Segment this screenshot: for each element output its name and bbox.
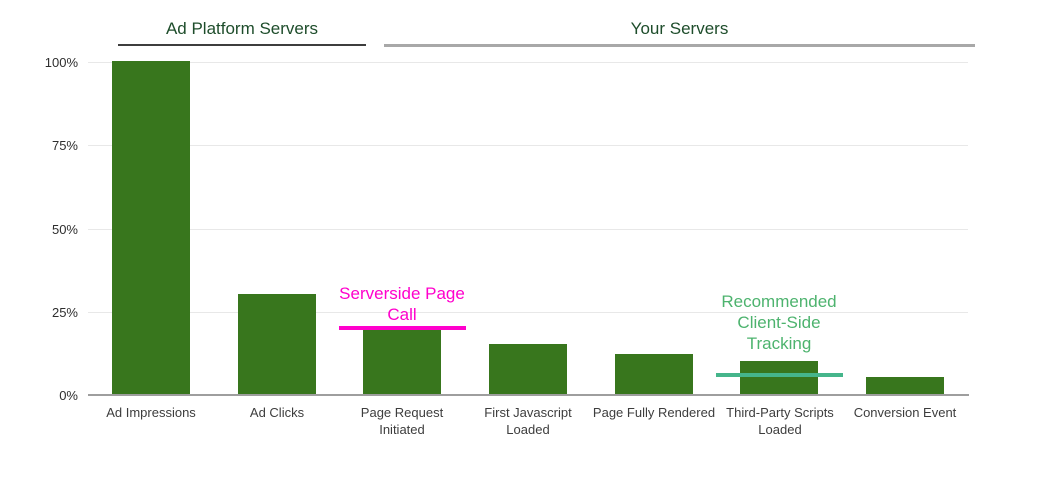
plot-area [88, 61, 969, 396]
x-axis-label: Page Request Initiated [360, 405, 444, 437]
y-axis-label: 0% [59, 388, 78, 403]
bar-ad-impressions [112, 61, 190, 394]
bar-conversion-event [866, 377, 944, 394]
gridline-75% [88, 145, 968, 146]
gridline-100% [88, 62, 968, 63]
bar-third-party-scripts-loaded [740, 361, 818, 394]
x-axis-label: Page Fully Rendered [592, 405, 716, 420]
x-axis-label: Ad Impressions [106, 405, 196, 420]
section-underline [384, 44, 975, 47]
x-axis-label: Conversion Event [853, 405, 957, 420]
y-axis-label: 75% [51, 138, 78, 153]
section-underline [118, 44, 366, 46]
y-axis-label: 100% [44, 55, 78, 70]
annotation-line-recommended-client-side-tracking [716, 373, 843, 377]
x-axis-label: First Javascript Loaded [484, 405, 572, 437]
section-header-ad-platform-servers: Ad Platform Servers [118, 17, 366, 46]
section-title: Your Servers [630, 19, 729, 38]
annotation-recommended-client-side-tracking: Recommended Client-Side Tracking [721, 292, 837, 353]
section-title: Ad Platform Servers [165, 19, 319, 38]
y-axis-label: 50% [51, 222, 78, 237]
y-axis-label: 25% [51, 305, 78, 320]
gridline-25% [88, 312, 968, 313]
bar-first-javascript-loaded [489, 344, 567, 394]
bar-page-request-initiated [363, 327, 441, 394]
x-axis: Ad Impressions Ad Clicks Page Request Init… [88, 404, 968, 444]
section-header-your-servers: Your Servers [384, 17, 975, 47]
x-axis-label: Ad Clicks [249, 405, 305, 420]
bar-ad-clicks [238, 294, 316, 394]
x-axis-label: Third-Party Scripts Loaded [726, 405, 834, 437]
annotation-line-serverside-page-call [339, 326, 466, 330]
bar-page-fully-rendered [615, 354, 693, 394]
annotation-serverside-page-call: Serverside Page Call [339, 284, 465, 324]
gridline-50% [88, 229, 968, 230]
x-axis-line [88, 394, 969, 396]
